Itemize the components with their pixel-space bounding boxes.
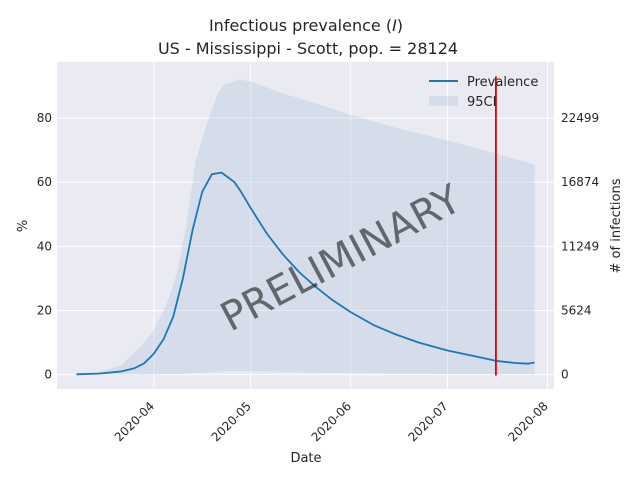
ci-band xyxy=(76,79,535,375)
legend-prevalence-label: Prevalence xyxy=(467,75,538,90)
y-tick-label: 20 xyxy=(37,303,52,317)
y-tick-label: 40 xyxy=(37,239,52,253)
y-tick-label-right: 5624 xyxy=(561,303,592,317)
y-axis-label-right: # of infections xyxy=(609,178,624,273)
y-axis-label: % xyxy=(16,220,31,232)
legend-95ci-label: 95CI xyxy=(467,95,496,110)
plot-area xyxy=(57,62,554,389)
legend-95ci-swatch xyxy=(429,96,458,106)
y-tick-label: 80 xyxy=(37,111,52,125)
x-tick-label: 2020-05 xyxy=(209,399,254,444)
chart-subtitle: US - Mississippi - Scott, pop. = 28124 xyxy=(158,39,458,58)
chart-title-italic: I xyxy=(392,16,397,35)
y-tick-label: 0 xyxy=(44,368,52,382)
chart-title-prefix: Infectious prevalence ( xyxy=(209,16,392,35)
y-tick-label-right: 11249 xyxy=(561,239,599,253)
y-tick-label-right: 16874 xyxy=(561,175,599,189)
grid xyxy=(57,62,554,389)
x-tick-label: 2020-04 xyxy=(112,399,157,444)
legend: Prevalence 95CI xyxy=(429,75,538,110)
prevalence-line xyxy=(76,171,535,376)
y-ticks: 0 20 40 60 80 xyxy=(37,111,52,381)
x-ticks: 2020-04 2020-05 2020-06 2020-07 2020-08 xyxy=(112,399,551,444)
x-tick-label: 2020-06 xyxy=(309,399,354,444)
x-tick-label: 2020-08 xyxy=(505,399,550,444)
x-tick-label: 2020-07 xyxy=(405,399,450,444)
chart-title: Infectious prevalence (I) xyxy=(209,16,403,35)
prevalence-line-group xyxy=(76,171,535,376)
y-tick-label: 60 xyxy=(37,175,52,189)
ci-band-group xyxy=(76,79,535,375)
chart-title-suffix: ) xyxy=(397,16,403,35)
y-tick-label-right: 22499 xyxy=(561,111,599,125)
y-tick-label-right: 0 xyxy=(561,368,569,382)
y-ticks-right: 0 5624 11249 16874 22499 xyxy=(561,111,599,381)
x-axis-label: Date xyxy=(290,451,321,466)
